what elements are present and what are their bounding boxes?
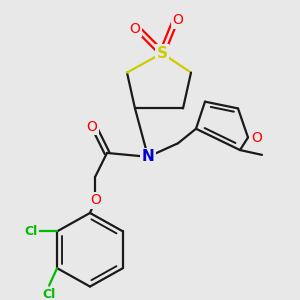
Text: Cl: Cl <box>25 225 38 238</box>
Text: S: S <box>157 46 167 61</box>
Text: O: O <box>130 22 140 36</box>
Text: O: O <box>91 194 101 207</box>
Text: N: N <box>142 149 154 164</box>
Text: O: O <box>172 13 183 27</box>
Text: O: O <box>87 120 98 134</box>
Text: Cl: Cl <box>43 288 56 300</box>
Text: O: O <box>252 131 262 146</box>
